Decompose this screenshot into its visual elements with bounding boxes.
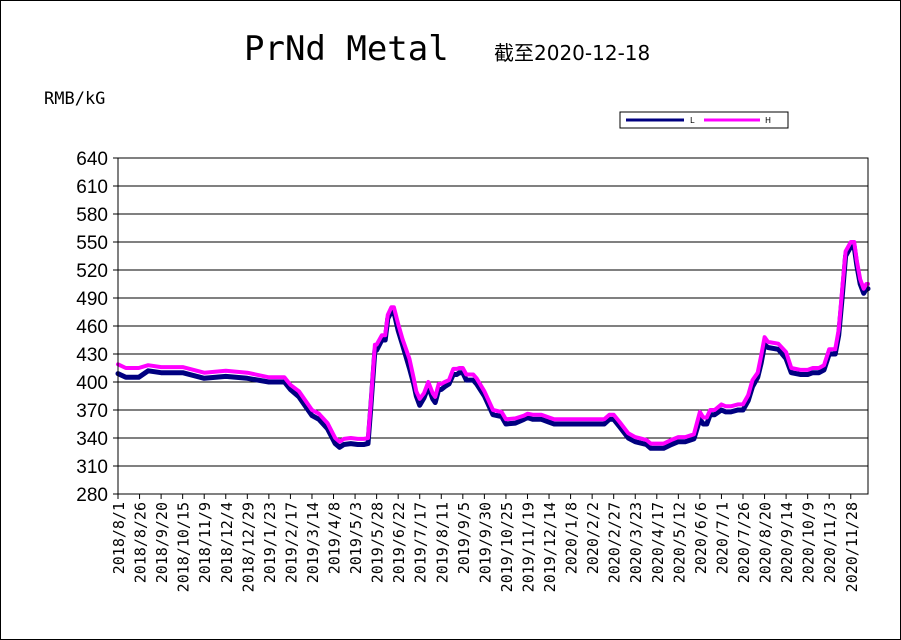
series-lines	[115, 240, 871, 451]
legend-label-h: H	[765, 116, 771, 125]
y-tick-label: 550	[76, 233, 108, 254]
y-tick-label: 400	[76, 373, 108, 394]
x-tick-label: 2020/5/12	[670, 502, 688, 583]
y-axis-ticks: 640 610 580 550 520 490 460 430 400 370 340 310 280	[76, 149, 118, 506]
y-tick-label: 370	[76, 401, 108, 422]
x-tick-label: 2019/7/17	[412, 502, 430, 583]
x-tick-label: 2019/5/3	[347, 502, 365, 574]
x-tick-label: 2019/5/28	[369, 502, 387, 583]
series-line-l	[115, 244, 871, 451]
x-tick-label: 2018/10/15	[175, 502, 193, 592]
x-tick-label: 2018/12/29	[239, 502, 257, 592]
x-tick-label: 2020/11/28	[843, 502, 861, 592]
y-tick-label: 280	[76, 485, 108, 506]
y-tick-label: 640	[76, 149, 108, 170]
x-tick-label: 2020/7/26	[735, 502, 753, 583]
x-tick-label: 2018/8/26	[132, 502, 150, 583]
x-axis-ticks: 2018/8/1 2018/8/26 2018/9/20 2018/10/15 2018…	[110, 494, 861, 592]
y-tick-label: 520	[76, 261, 108, 282]
chart-subtitle: 截至2020-12-18	[494, 41, 650, 65]
y-axis-unit-label: RMB/kG	[44, 89, 105, 109]
x-tick-label: 2018/9/20	[153, 502, 171, 583]
x-tick-label: 2020/10/9	[800, 502, 818, 583]
x-tick-label: 2019/9/5	[455, 502, 473, 574]
x-tick-label: 2020/1/8	[563, 502, 581, 574]
x-tick-label: 2019/11/19	[519, 502, 537, 592]
x-tick-label: 2019/1/23	[261, 502, 279, 583]
legend-label-l: L	[690, 116, 695, 125]
x-tick-label: 2019/12/14	[541, 502, 559, 592]
x-tick-label: 2019/2/17	[282, 502, 300, 583]
y-tick-label: 580	[76, 205, 108, 226]
series-line-h	[116, 240, 870, 446]
gridlines	[118, 157, 868, 495]
x-tick-label: 2020/6/6	[692, 502, 710, 574]
y-tick-label: 610	[76, 177, 108, 198]
x-tick-label: 2020/4/17	[649, 502, 667, 583]
y-tick-label: 490	[76, 289, 108, 310]
legend: L H	[619, 111, 789, 129]
x-tick-label: 2020/9/14	[778, 502, 796, 583]
y-tick-label: 310	[76, 457, 108, 478]
plot-area-border	[117, 157, 869, 495]
x-tick-label: 2020/7/1	[713, 502, 731, 574]
x-tick-label: 2020/3/23	[627, 502, 645, 583]
x-tick-label: 2018/8/1	[110, 502, 128, 574]
x-tick-label: 2019/9/30	[476, 502, 494, 583]
x-tick-label: 2019/4/8	[326, 502, 344, 574]
y-tick-label: 340	[76, 429, 108, 450]
x-tick-label: 2020/8/20	[757, 502, 775, 583]
x-tick-label: 2020/2/27	[606, 502, 624, 583]
x-tick-label: 2019/10/25	[498, 502, 516, 592]
x-tick-label: 2018/11/9	[196, 502, 214, 583]
x-tick-label: 2020/11/3	[821, 502, 839, 583]
x-tick-label: 2019/8/11	[433, 502, 451, 583]
y-tick-label: 460	[76, 317, 108, 338]
y-tick-label: 430	[76, 345, 108, 366]
chart-title: PrNd Metal	[244, 29, 449, 69]
x-tick-label: 2019/3/14	[304, 502, 322, 583]
x-tick-label: 2019/6/22	[390, 502, 408, 583]
x-tick-label: 2018/12/4	[218, 502, 236, 583]
x-tick-label: 2020/2/2	[584, 502, 602, 574]
